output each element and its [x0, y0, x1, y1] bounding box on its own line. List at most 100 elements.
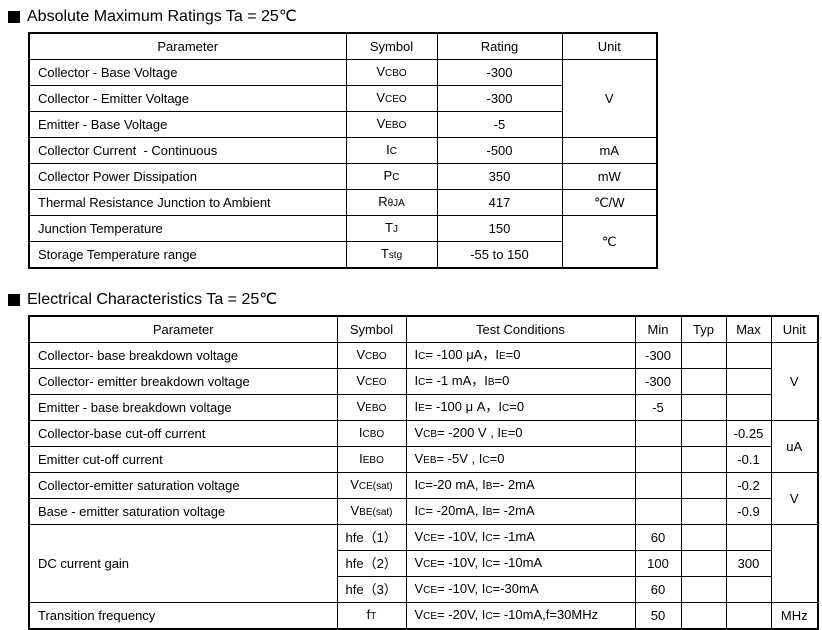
- cell-text: V: [414, 528, 424, 544]
- table-cell: VCE= -10V, IC=-30mA: [405, 576, 636, 603]
- table-cell: [634, 446, 682, 473]
- datasheet-page: Absolute Maximum Ratings Ta = 25℃ Parame…: [0, 8, 822, 630]
- cell-text: -300: [486, 64, 513, 80]
- cell-text: -300: [644, 373, 672, 389]
- table-cell: hfe（3）: [336, 576, 407, 603]
- table-row: DC current gain hfe（1） VCE= -10V, IC= -1mA…: [28, 524, 819, 603]
- symbol-subscript: EBO: [385, 119, 407, 131]
- cell-text: V: [376, 63, 385, 79]
- column-header: Symbol: [336, 315, 407, 343]
- table-cell: [680, 472, 727, 499]
- table-cell: [680, 446, 727, 473]
- cell-text: = -10mA,f=30MHz: [492, 606, 599, 622]
- cell-text: Collector - Base Voltage: [38, 64, 178, 80]
- cell-text: Collector - Emitter Voltage: [38, 90, 190, 106]
- column-header: Typ: [680, 315, 727, 343]
- absolute-maximum-ratings-table: Parameter Symbol Rating Unit Collector - Bas…: [28, 32, 658, 269]
- cell-text: V: [414, 424, 424, 440]
- symbol-subscript: T: [370, 610, 377, 622]
- cell-text: Transition frequency: [38, 607, 156, 623]
- cell-text: T: [385, 219, 393, 235]
- symbol-subscript: CBO: [385, 67, 407, 79]
- cell-text: = -100 μA，: [425, 346, 496, 362]
- table-row: Collector- emitter breakdown voltage VCEO…: [28, 368, 818, 395]
- table-cell: VCE= -10V, IC= -1mA: [405, 524, 636, 551]
- symbol-subscript: B: [485, 480, 493, 492]
- symbol-subscript: B: [487, 376, 495, 388]
- cell-text: -0.1: [737, 451, 760, 467]
- cell-text: 100: [647, 555, 669, 571]
- table-cell: -300: [436, 59, 563, 86]
- cell-text: =0: [494, 372, 510, 388]
- cell-text: -5: [652, 399, 664, 415]
- table-cell: VCEO: [345, 85, 438, 112]
- cell-text: I: [414, 372, 419, 388]
- cell-text: = -1mA: [492, 528, 535, 544]
- cell-text: I: [484, 372, 488, 388]
- cell-text: mW: [597, 168, 621, 184]
- table-row: Collector- base breakdown voltage V CBO IC=…: [28, 342, 819, 421]
- table-cell: -300: [634, 342, 682, 369]
- table-cell: 350: [436, 163, 563, 190]
- symbol-subscript: CBO: [365, 350, 387, 362]
- table-row: Collector-emitter saturation voltage VCE(…: [28, 472, 819, 525]
- cell-text: Storage Temperature range: [38, 246, 197, 262]
- table-cell: 50: [634, 602, 682, 630]
- cell-text: I: [481, 528, 486, 544]
- table-cell: -5: [436, 111, 563, 138]
- table-cell: VEBO: [336, 394, 407, 421]
- table-cell: -300: [634, 368, 682, 395]
- symbol-subscript: CE: [423, 610, 438, 622]
- table-cell: [680, 576, 727, 603]
- symbol-subscript: C: [485, 610, 493, 622]
- table-row: Storage Temperature range Tstg -55 to 150: [28, 241, 657, 269]
- table-cell: [680, 550, 727, 577]
- cell-text: I: [414, 346, 419, 362]
- cell-text: V: [414, 450, 424, 466]
- cell-text: I: [482, 476, 486, 492]
- table-cell: Collector- base breakdown voltage: [28, 342, 338, 369]
- cell-text: R: [378, 193, 388, 209]
- cell-text: I: [414, 398, 419, 414]
- table-cell: PC: [345, 163, 438, 190]
- table-cell: [680, 498, 727, 525]
- section-title-text: Absolute Maximum Ratings Ta = 25℃: [27, 8, 297, 25]
- cell-text: 417: [488, 194, 511, 210]
- cell-text: V: [789, 490, 799, 506]
- cell-text: =0: [507, 424, 523, 440]
- table-cell: Tstg: [345, 241, 438, 269]
- cell-text: Junction Temperature: [38, 220, 163, 236]
- cell-text: I: [478, 450, 483, 466]
- cell-text: =-20 mA,: [425, 476, 483, 492]
- symbol-subscript: E: [501, 428, 508, 440]
- cell-text: 60: [650, 581, 666, 597]
- table-cell: [680, 394, 727, 421]
- table-cell: VCEO: [336, 368, 407, 395]
- symbol-subscript: EBO: [362, 454, 384, 466]
- cell-text: V: [604, 90, 614, 106]
- symbol-subscript: BE(sat): [359, 506, 393, 518]
- table-cell: uA: [770, 420, 819, 473]
- table-cell: Collector-base cut-off current: [28, 420, 338, 447]
- table-cell: [634, 420, 682, 447]
- table-cell: IC= -1 mA，IB=0: [405, 368, 636, 395]
- column-header: Symbol: [345, 32, 438, 60]
- table-cell: mW: [561, 163, 658, 190]
- table-cell: V: [770, 342, 819, 421]
- table-cell: Collector- emitter breakdown voltage: [28, 368, 338, 395]
- cell-text: uA: [786, 438, 803, 454]
- cell-text: V: [414, 606, 424, 622]
- table-cell: [680, 368, 727, 395]
- black-square-icon: [8, 11, 20, 23]
- table-cell: VCE= -10V, IC= -10mA: [405, 550, 636, 577]
- table-cell: -300: [436, 85, 563, 112]
- table-cell: [770, 524, 819, 603]
- column-header: Parameter: [28, 315, 338, 343]
- table-cell: VBE(sat): [336, 498, 407, 525]
- table-cell: Emitter cut-off current: [28, 446, 338, 473]
- symbol-subscript: C: [418, 506, 426, 518]
- section-absolute-maximum-ratings: Absolute Maximum Ratings Ta = 25℃ Parame…: [0, 8, 822, 269]
- table-cell: IC: [345, 137, 438, 164]
- table-row: Emitter cut-off current IEBO VEB= -5V , IC…: [28, 446, 818, 473]
- table-row: Collector - Emitter Voltage VCEO -300: [28, 85, 657, 112]
